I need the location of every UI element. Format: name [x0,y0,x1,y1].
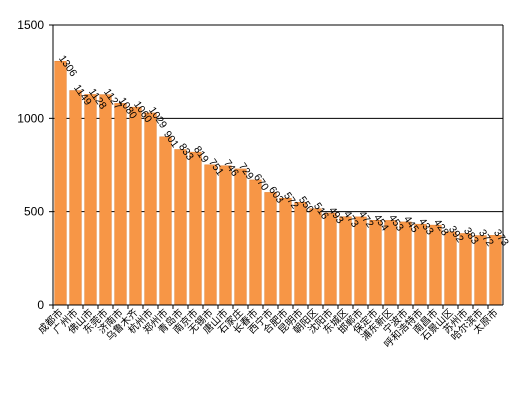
bar [69,90,82,306]
bar [99,94,112,306]
bar [84,94,97,306]
y-tick-label: 1500 [17,18,44,32]
grid-lines [53,24,503,213]
y-tick-label: 500 [24,205,44,219]
bar [444,231,457,306]
bar [189,151,202,306]
bar [399,221,412,306]
y-tick-labels: 0 500 1000 1500 [17,18,44,312]
bar [174,149,187,306]
bar [369,220,382,306]
bar [249,179,262,306]
bar [129,106,142,306]
category-labels: 成都市广州市佛山市东莞市济南市乌鲁木齐杭州市郑州市青岛市南京市无锡市唐山市石家庄… [35,306,500,351]
bar [279,197,292,306]
bar [264,192,277,306]
bar [339,216,352,306]
bar [309,208,322,306]
bar [324,212,337,306]
bar [414,223,427,306]
bar [429,224,442,306]
bar [114,103,127,306]
bar [384,220,397,306]
bar [219,165,232,306]
axes [49,24,504,309]
bar [144,112,157,306]
bar [294,202,307,306]
bar [204,164,217,306]
y-tick-label: 1000 [17,111,44,125]
bar [54,60,67,306]
bar [159,136,172,306]
y-tick-label: 0 [37,298,44,312]
bar [354,216,367,306]
bar [234,168,247,306]
